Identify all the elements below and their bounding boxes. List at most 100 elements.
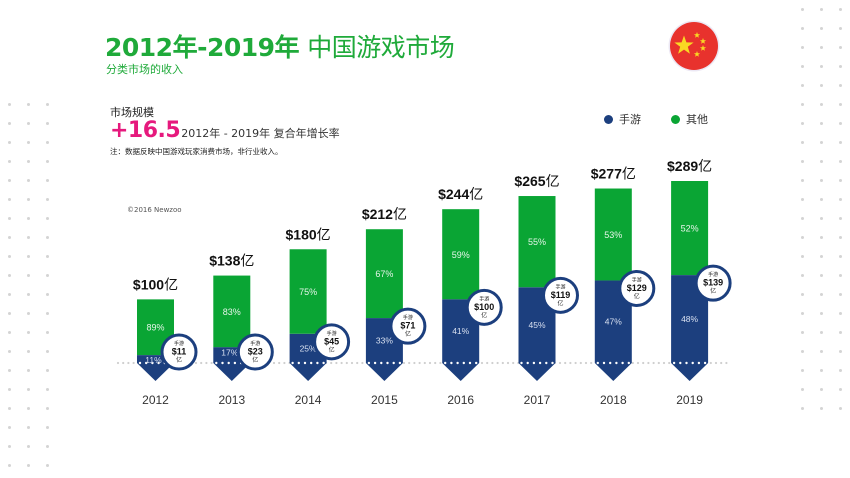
badge-circle bbox=[618, 269, 656, 307]
decor-dot bbox=[801, 312, 804, 315]
decor-dot bbox=[839, 369, 842, 372]
badge-unit: 亿 bbox=[710, 287, 716, 295]
baseline-dot bbox=[558, 361, 562, 365]
total-unit: 亿 bbox=[622, 166, 636, 182]
baseline-dot-white bbox=[303, 361, 307, 365]
percent-label-other: 75% bbox=[299, 287, 317, 297]
baseline-dot-white bbox=[373, 361, 377, 365]
cagr-value: +16.5 bbox=[110, 118, 181, 143]
decor-dot bbox=[8, 426, 11, 429]
percent-label-other: 83% bbox=[223, 307, 241, 317]
legend-label-mobile: 手游 bbox=[619, 113, 641, 126]
decor-dot bbox=[839, 198, 842, 201]
baseline-dot bbox=[709, 361, 712, 365]
decor-dot bbox=[820, 407, 823, 410]
baseline-dot bbox=[668, 361, 671, 365]
page-title: 2012年-2019年 中国游戏市场 bbox=[105, 28, 455, 64]
baseline-dot-white bbox=[138, 361, 142, 365]
baseline-dot-white bbox=[145, 361, 148, 365]
decor-dot bbox=[27, 103, 30, 106]
total-unit: 亿 bbox=[164, 276, 178, 292]
total-label: $265亿 bbox=[514, 173, 559, 189]
decor-dot bbox=[46, 407, 49, 410]
baseline-dot-white bbox=[520, 361, 523, 365]
decor-dot bbox=[46, 217, 49, 220]
decor-dot bbox=[820, 255, 823, 258]
badge-unit: 亿 bbox=[634, 292, 640, 300]
baseline-dot bbox=[127, 361, 130, 365]
decor-dot bbox=[839, 65, 842, 68]
percent-label-mobile: 48% bbox=[681, 314, 698, 324]
baseline-dot-white bbox=[297, 361, 300, 365]
baseline-dot-white bbox=[233, 361, 237, 365]
legend-item-mobile: 手游 bbox=[604, 111, 641, 127]
mobile-value-badge: 手游$23亿 bbox=[236, 333, 274, 371]
decor-dot bbox=[8, 179, 11, 182]
badge-value: $139 bbox=[703, 278, 723, 288]
baseline-dot-white bbox=[444, 361, 447, 365]
baseline-dot bbox=[418, 361, 421, 365]
badge-circle bbox=[160, 333, 198, 371]
decor-dot bbox=[27, 274, 30, 277]
badge-value: $100 bbox=[474, 302, 494, 312]
decor-dot bbox=[801, 388, 804, 391]
decor-dot bbox=[820, 369, 823, 372]
baseline-dot bbox=[569, 361, 572, 365]
badge-title: 手游 bbox=[555, 283, 565, 290]
baseline-dot bbox=[590, 361, 593, 365]
x-tick-label: 2012 bbox=[142, 393, 169, 407]
percent-label-other: 53% bbox=[604, 230, 622, 240]
decor-dot bbox=[820, 84, 823, 87]
percent-label-other: 55% bbox=[528, 237, 546, 247]
cagr-line: +16.52012年 - 2019年 复合年增长率 bbox=[110, 118, 340, 143]
baseline-dot bbox=[210, 361, 213, 365]
decor-dot bbox=[839, 103, 842, 106]
total-unit: 亿 bbox=[546, 173, 560, 189]
total-value: $212 bbox=[362, 206, 393, 222]
baseline-dot bbox=[413, 361, 416, 365]
decor-dot bbox=[839, 293, 842, 296]
baseline-dot-white bbox=[627, 361, 630, 365]
title-market: 中国游戏市场 bbox=[307, 33, 455, 62]
decor-dot bbox=[839, 350, 842, 353]
decor-dot bbox=[820, 388, 823, 391]
baseline-dot bbox=[345, 361, 348, 365]
baseline-dot bbox=[116, 361, 120, 365]
decor-dot bbox=[27, 464, 30, 467]
bar-segment-other bbox=[365, 229, 403, 319]
decor-dot bbox=[820, 217, 823, 220]
decor-dot bbox=[839, 27, 842, 30]
decor-dot bbox=[27, 331, 30, 334]
total-value: $289 bbox=[667, 158, 698, 174]
decor-dot bbox=[27, 236, 30, 239]
badge-unit: 亿 bbox=[252, 356, 258, 364]
baseline-dot-white bbox=[685, 361, 688, 365]
baseline-dot-white bbox=[538, 361, 542, 365]
decor-dot bbox=[839, 160, 842, 163]
decor-dot bbox=[27, 198, 30, 201]
baseline-dot-white bbox=[532, 361, 536, 365]
baseline-dot bbox=[278, 361, 281, 365]
badge-value: $11 bbox=[172, 347, 187, 357]
decor-dot bbox=[820, 141, 823, 144]
baseline-dot-white bbox=[456, 361, 459, 365]
badge-title: 手游 bbox=[174, 340, 184, 347]
percent-label-mobile: 47% bbox=[605, 317, 622, 327]
baseline-dot-white bbox=[380, 361, 383, 365]
decor-dot bbox=[820, 331, 823, 334]
decor-dot bbox=[27, 217, 30, 220]
badge-unit: 亿 bbox=[405, 330, 411, 338]
baseline-dot-white bbox=[596, 361, 599, 365]
percent-label-other: 59% bbox=[452, 250, 470, 260]
decor-dot bbox=[839, 84, 842, 87]
badge-value: $129 bbox=[627, 283, 647, 293]
decor-dot bbox=[46, 350, 49, 353]
decor-dot bbox=[46, 464, 49, 467]
baseline-dot-white bbox=[551, 361, 554, 365]
flag-small-star bbox=[693, 51, 701, 57]
percent-label-mobile: 11% bbox=[145, 355, 162, 365]
decor-dot bbox=[801, 160, 804, 163]
